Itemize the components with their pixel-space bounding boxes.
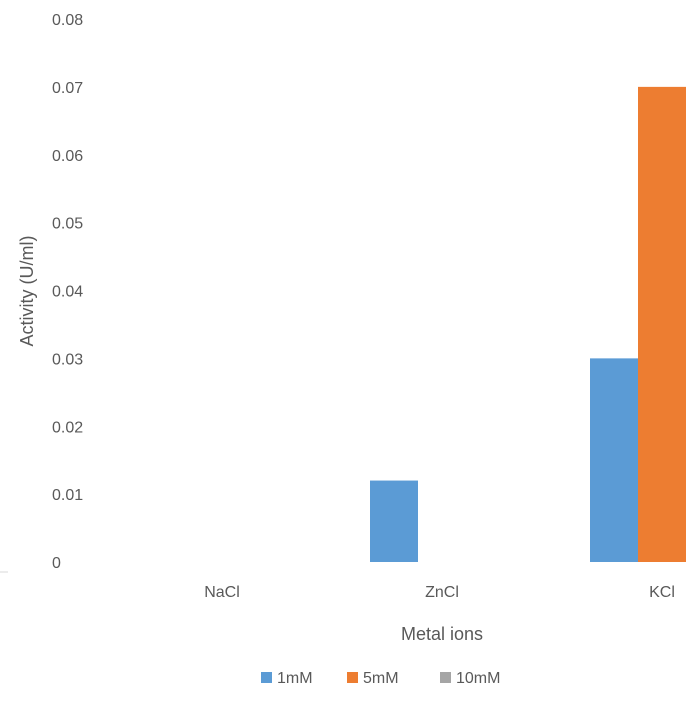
y-tick-label: 0.08	[52, 12, 83, 29]
legend-swatch	[440, 672, 451, 683]
legend-label: 10mM	[456, 670, 500, 687]
y-tick-label: 0.03	[52, 351, 83, 368]
y-axis-ticks: 0 0.01 0.02 0.03 0.04 0.05 0.06 0.07 0.08	[52, 12, 83, 572]
legend-label: 5mM	[363, 670, 399, 687]
x-axis-title: Metal ions	[401, 624, 483, 644]
y-tick-label: 0.01	[52, 487, 83, 504]
legend-swatch	[261, 672, 272, 683]
y-tick-label: 0	[52, 555, 61, 572]
x-tick-label: NaCl	[204, 584, 240, 601]
y-tick-label: 0.02	[52, 419, 83, 436]
y-tick-label: 0.04	[52, 284, 83, 301]
bars-group	[370, 86, 686, 562]
legend-label: 1mM	[277, 670, 313, 687]
y-tick-label: 0.05	[52, 216, 83, 233]
y-tick-label: 0.07	[52, 80, 83, 97]
legend-swatch	[347, 672, 358, 683]
legend: 1mM 5mM 10mM	[261, 670, 500, 687]
y-tick-label: 0.06	[52, 148, 83, 165]
x-tick-label: KCl	[649, 584, 675, 601]
bar-1mM-KCl	[590, 358, 638, 562]
x-axis-ticks: NaCl ZnCl KCl	[204, 584, 675, 601]
y-axis-title: Activity (U/ml)	[17, 236, 37, 347]
bar-1mM-ZnCl	[370, 480, 418, 562]
x-tick-label: ZnCl	[425, 584, 459, 601]
bar-5mM-KCl	[638, 86, 686, 562]
